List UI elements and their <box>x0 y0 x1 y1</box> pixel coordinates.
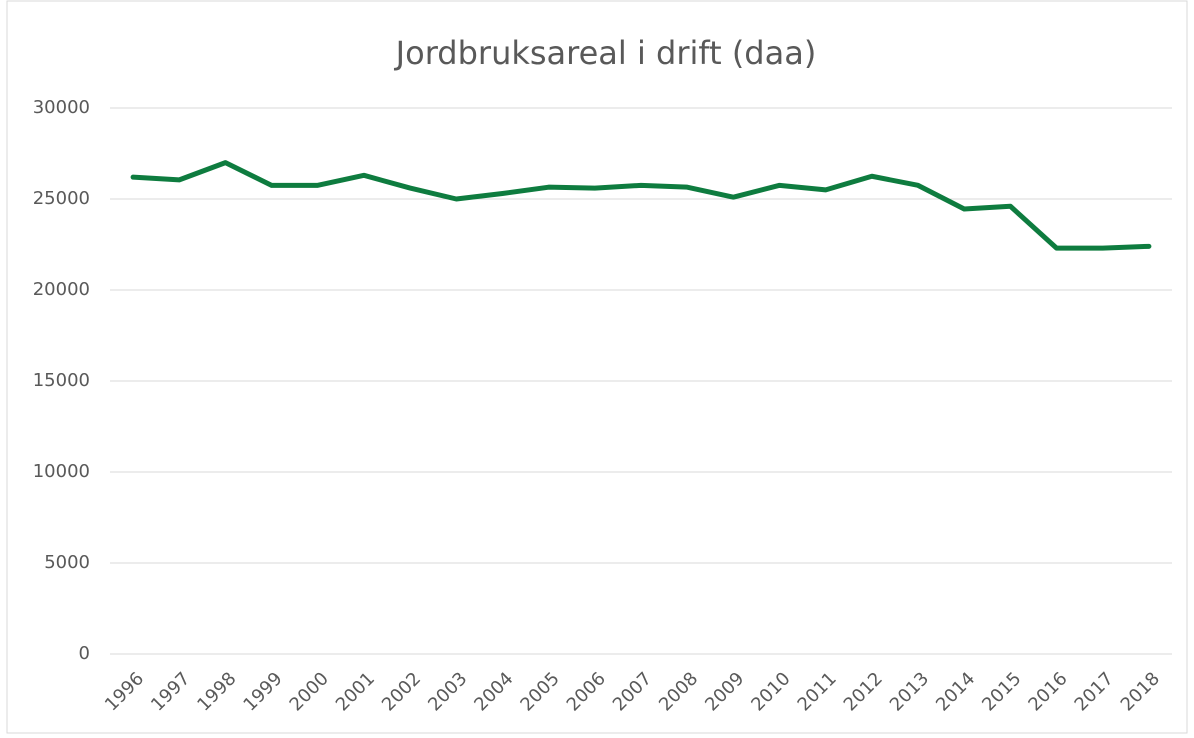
y-tick-label: 5000 <box>44 552 90 573</box>
y-tick-label: 10000 <box>33 461 90 482</box>
chart-frame <box>6 0 1188 734</box>
y-tick-label: 0 <box>79 643 90 664</box>
chart-title: Jordbruksareal i drift (daa) <box>394 34 817 72</box>
y-tick-label: 25000 <box>33 188 90 209</box>
y-tick-label: 30000 <box>33 97 90 118</box>
y-tick-label: 20000 <box>33 279 90 300</box>
y-tick-label: 15000 <box>33 370 90 391</box>
data-line <box>130 160 1152 251</box>
